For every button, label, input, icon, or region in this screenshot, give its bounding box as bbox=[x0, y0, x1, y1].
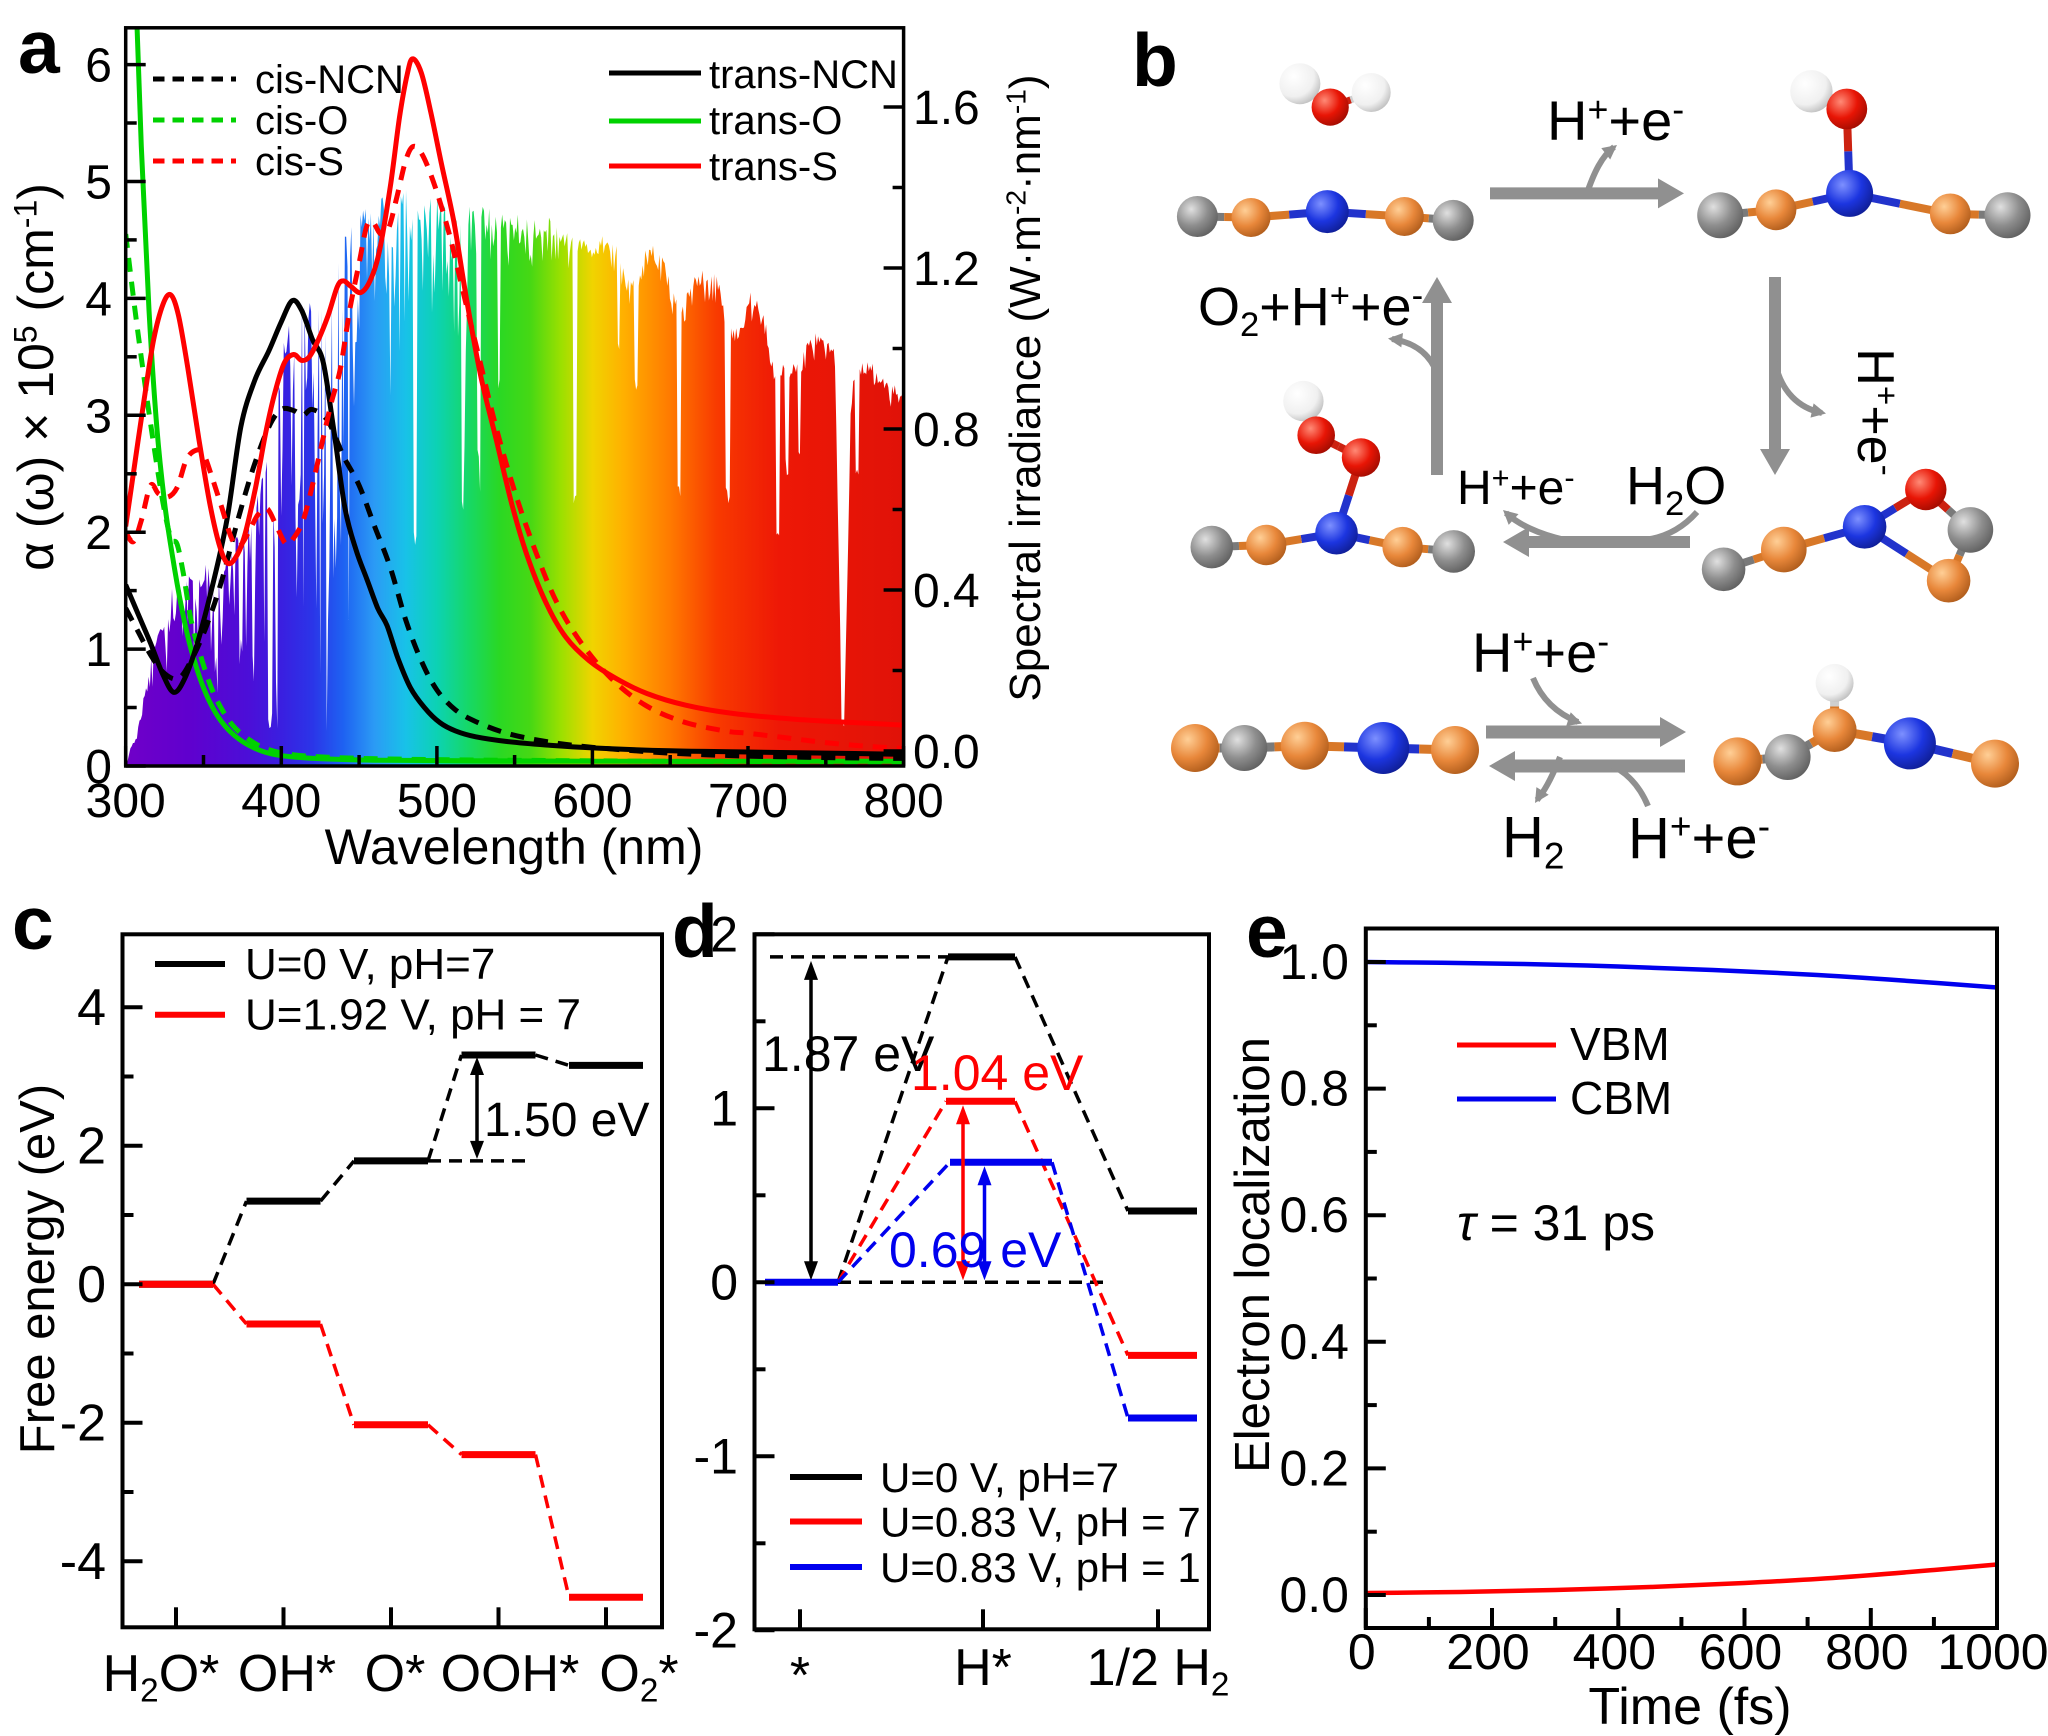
svg-text:-1: -1 bbox=[694, 1428, 738, 1484]
svg-text:0.8: 0.8 bbox=[913, 404, 980, 457]
svg-text:0: 0 bbox=[77, 1256, 106, 1314]
svg-text:U=0 V, pH=7: U=0 V, pH=7 bbox=[245, 940, 495, 989]
svg-text:200: 200 bbox=[1446, 1624, 1529, 1680]
svg-text:0.4: 0.4 bbox=[913, 565, 980, 618]
svg-text:0.69 eV: 0.69 eV bbox=[889, 1222, 1062, 1278]
svg-text:trans-O: trans-O bbox=[709, 99, 842, 143]
svg-text:d: d bbox=[672, 889, 718, 973]
svg-text:1.6: 1.6 bbox=[913, 82, 980, 135]
svg-text:Wavelength (nm): Wavelength (nm) bbox=[325, 819, 704, 875]
svg-text:0.0: 0.0 bbox=[913, 726, 980, 779]
svg-text:H++e-: H++e- bbox=[1457, 460, 1575, 515]
svg-text:b: b bbox=[1132, 18, 1178, 102]
svg-text:H2O*: H2O* bbox=[103, 1645, 220, 1709]
svg-text:H++e-: H++e- bbox=[1472, 621, 1609, 684]
svg-text:-4: -4 bbox=[60, 1533, 106, 1591]
svg-text:1: 1 bbox=[710, 1080, 738, 1136]
svg-text:1000: 1000 bbox=[1937, 1624, 2048, 1680]
svg-text:700: 700 bbox=[708, 775, 788, 828]
svg-text:τ = 31 ps: τ = 31 ps bbox=[1457, 1195, 1655, 1251]
svg-text:500: 500 bbox=[397, 775, 477, 828]
svg-text:4: 4 bbox=[85, 273, 112, 326]
svg-text:0.6: 0.6 bbox=[1279, 1187, 1349, 1243]
svg-text:cis-NCN: cis-NCN bbox=[255, 58, 404, 102]
svg-text:0.8: 0.8 bbox=[1279, 1061, 1349, 1117]
svg-text:-2: -2 bbox=[60, 1395, 106, 1453]
svg-text:U=1.92 V, pH = 7: U=1.92 V, pH = 7 bbox=[245, 991, 581, 1040]
svg-text:400: 400 bbox=[241, 775, 321, 828]
svg-text:6: 6 bbox=[85, 40, 112, 93]
svg-text:O2+H++e-: O2+H++e- bbox=[1198, 277, 1423, 344]
svg-text:-2: -2 bbox=[694, 1602, 738, 1658]
svg-text:H++e-: H++e- bbox=[1547, 89, 1684, 152]
svg-text:trans-NCN: trans-NCN bbox=[709, 53, 898, 97]
svg-text:1.2: 1.2 bbox=[913, 243, 980, 296]
svg-text:H++e-: H++e- bbox=[1846, 348, 1904, 475]
svg-text:Electron localization: Electron localization bbox=[1226, 1037, 1280, 1473]
svg-text:cis-O: cis-O bbox=[255, 99, 348, 143]
svg-text:1/2 H2: 1/2 H2 bbox=[1087, 1639, 1230, 1703]
svg-text:5: 5 bbox=[85, 157, 112, 210]
svg-text:0: 0 bbox=[710, 1254, 738, 1310]
svg-text:Time (fs): Time (fs) bbox=[1588, 1678, 1791, 1736]
svg-text:0.4: 0.4 bbox=[1279, 1314, 1349, 1370]
svg-text:3: 3 bbox=[85, 390, 112, 443]
svg-text:U=0.83 V, pH = 7: U=0.83 V, pH = 7 bbox=[880, 1499, 1201, 1546]
svg-text:cis-S: cis-S bbox=[255, 140, 344, 184]
svg-text:VBM: VBM bbox=[1570, 1018, 1670, 1070]
svg-text:1.87 eV: 1.87 eV bbox=[762, 1026, 935, 1082]
svg-text:1: 1 bbox=[85, 624, 112, 677]
svg-text:OH*: OH* bbox=[238, 1645, 336, 1703]
svg-text:H*: H* bbox=[954, 1639, 1012, 1697]
svg-text:H++e-: H++e- bbox=[1628, 805, 1770, 871]
svg-text:e: e bbox=[1246, 889, 1288, 973]
svg-text:2: 2 bbox=[710, 906, 738, 962]
svg-text:Spectral irradiance (W·m-2·nm-: Spectral irradiance (W·m-2·nm-1) bbox=[1000, 74, 1051, 701]
svg-text:trans-S: trans-S bbox=[709, 145, 838, 189]
svg-text:a: a bbox=[18, 5, 61, 89]
svg-text:1.0: 1.0 bbox=[1279, 934, 1349, 990]
svg-text:O*: O* bbox=[365, 1645, 426, 1703]
svg-text:1.50 eV: 1.50 eV bbox=[484, 1094, 649, 1147]
svg-text:600: 600 bbox=[1699, 1624, 1782, 1680]
svg-text:1.04 eV: 1.04 eV bbox=[911, 1045, 1084, 1101]
svg-text:300: 300 bbox=[86, 775, 166, 828]
svg-text:0: 0 bbox=[1348, 1624, 1376, 1680]
svg-text:H2O: H2O bbox=[1626, 456, 1726, 523]
svg-text:2: 2 bbox=[77, 1118, 106, 1176]
svg-text:U=0 V, pH=7: U=0 V, pH=7 bbox=[880, 1454, 1119, 1501]
svg-text:Free energy (eV): Free energy (eV) bbox=[11, 1084, 65, 1454]
svg-text:0.0: 0.0 bbox=[1279, 1567, 1349, 1623]
svg-text:600: 600 bbox=[552, 775, 632, 828]
svg-text:U=0.83 V, pH = 1: U=0.83 V, pH = 1 bbox=[880, 1544, 1201, 1591]
svg-text:c: c bbox=[12, 881, 54, 965]
svg-text:*: * bbox=[790, 1647, 810, 1705]
svg-text:OOH*: OOH* bbox=[441, 1645, 580, 1703]
svg-text:0: 0 bbox=[85, 741, 112, 794]
svg-text:H2: H2 bbox=[1502, 805, 1565, 877]
svg-text:800: 800 bbox=[864, 775, 944, 828]
svg-text:400: 400 bbox=[1573, 1624, 1656, 1680]
svg-text:2: 2 bbox=[85, 507, 112, 560]
svg-text:800: 800 bbox=[1825, 1624, 1908, 1680]
svg-text:4: 4 bbox=[77, 979, 106, 1037]
svg-text:α (ω) × 105 (cm-1): α (ω) × 105 (cm-1) bbox=[8, 183, 65, 571]
svg-text:0.2: 0.2 bbox=[1279, 1440, 1349, 1496]
svg-text:CBM: CBM bbox=[1570, 1072, 1672, 1124]
svg-text:O2*: O2* bbox=[599, 1645, 678, 1709]
